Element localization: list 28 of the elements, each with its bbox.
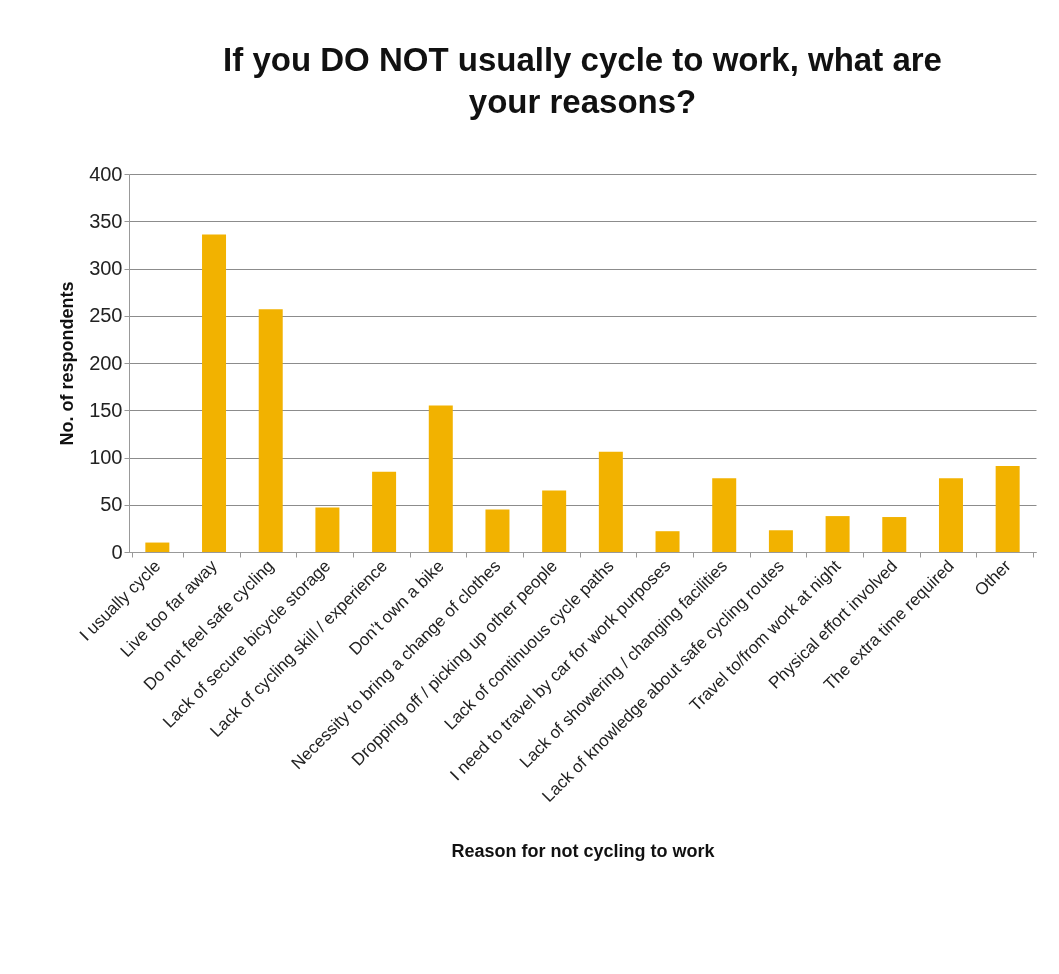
bar xyxy=(372,471,397,552)
y-tick-label: 150 xyxy=(89,398,123,421)
y-tick-label: 400 xyxy=(89,162,123,185)
y-tick-label: 350 xyxy=(89,209,123,232)
y-tick-label: 50 xyxy=(100,493,123,516)
chart-title: If you DO NOT usually cycle to work, what are your reasons? xyxy=(223,41,942,120)
bar xyxy=(938,478,963,552)
y-tick-label: 100 xyxy=(89,446,123,468)
y-tick-label: 250 xyxy=(89,304,123,327)
bar xyxy=(542,490,567,552)
y-axis-title: No. of respondents xyxy=(57,281,78,446)
bar xyxy=(598,451,623,552)
bar xyxy=(655,531,680,552)
bar xyxy=(315,507,340,552)
bar xyxy=(258,309,283,552)
bar xyxy=(712,478,737,552)
bar xyxy=(202,234,227,552)
bar xyxy=(145,542,170,552)
bar xyxy=(882,517,907,552)
y-tick-label: 300 xyxy=(89,257,123,279)
bar xyxy=(825,516,850,552)
y-tick-label: 200 xyxy=(89,351,123,374)
bar xyxy=(995,466,1020,552)
bar xyxy=(485,509,510,552)
y-tick-label: 0 xyxy=(111,540,123,563)
x-axis-title: Reason for not cycling to work xyxy=(451,840,716,861)
bar xyxy=(428,405,453,552)
bar xyxy=(768,530,793,552)
